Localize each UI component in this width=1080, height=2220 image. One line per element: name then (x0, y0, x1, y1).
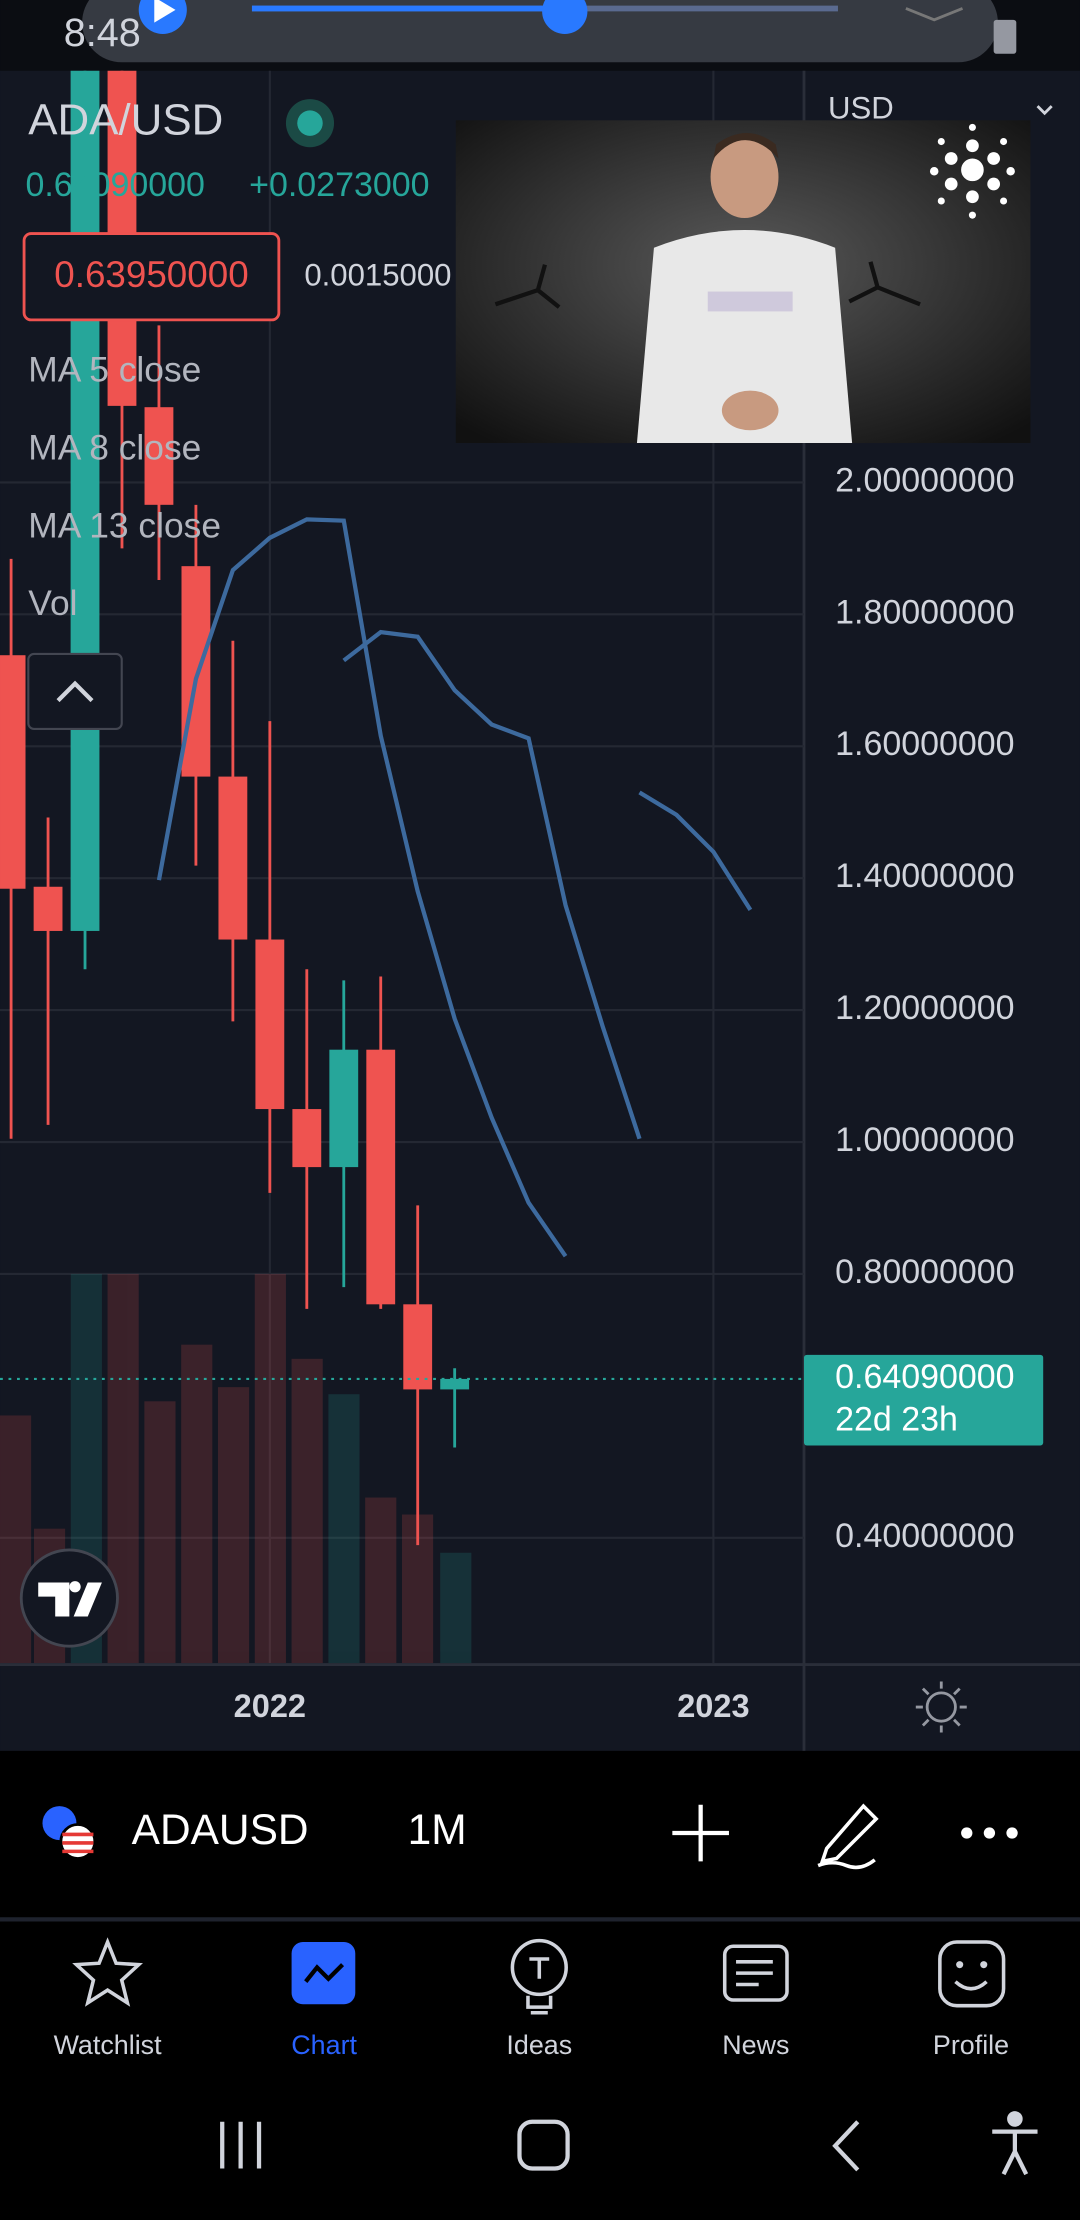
y-tick-label: 1.40000000 (835, 857, 1014, 895)
last-price: 0.64090000 (25, 166, 204, 204)
y-tick-label: 1.00000000 (835, 1121, 1014, 1159)
volume-bar (217, 1387, 250, 1664)
media-collapse (905, 7, 964, 22)
draw-button[interactable] (817, 1803, 879, 1870)
video-person-shirt (636, 230, 853, 444)
nav-icon-ideas[interactable] (510, 1938, 568, 1997)
y-tick-label: 0.40000000 (835, 1517, 1014, 1555)
candle-body (33, 886, 63, 931)
x-tick-label: 2022 (234, 1688, 306, 1724)
candle-body (292, 1109, 322, 1168)
collapse-button[interactable] (27, 652, 123, 731)
candle-body (403, 1304, 433, 1390)
plot (0, 70, 804, 1546)
flag-stripes (62, 1832, 94, 1854)
nav-label-active[interactable]: Chart (291, 2030, 357, 2060)
price-change: +0.0273000 (249, 166, 429, 204)
settings-sun[interactable] (925, 1691, 957, 1723)
logo-dot (69, 1581, 81, 1593)
x-tick-label: 2023 (677, 1688, 749, 1724)
volume-bar (181, 1344, 213, 1664)
moving-average-line (638, 790, 753, 911)
more-button[interactable] (961, 1827, 1018, 1839)
video-cracks (494, 261, 921, 309)
accessibility-button[interactable] (992, 2111, 1038, 2176)
volume-bar (254, 1273, 286, 1664)
axes: 2.00000000 1.80000000 1.60000000 1.40000000… (234, 461, 1044, 1724)
countdown-label: 22d 23h (835, 1400, 958, 1438)
candle-body (440, 1378, 470, 1390)
toolbar (0, 1750, 1080, 1918)
volume-bar (0, 1415, 32, 1664)
indicator-label: MA 5 close (28, 351, 201, 390)
play-icon (154, 0, 176, 23)
candle-body (0, 655, 26, 889)
ideas-bulb (526, 1957, 553, 2015)
sun-rays (915, 1681, 967, 1733)
profile-eyes (956, 1961, 988, 1969)
last-price-label: 0.64090000 (835, 1358, 1014, 1396)
volume-bar (440, 1552, 472, 1664)
chevron-up (56, 680, 94, 703)
spread: 0.0015000 (304, 258, 451, 293)
media-control[interactable] (82, 0, 998, 63)
indicator-label: Vol (28, 584, 77, 623)
last-price-tag (803, 1354, 1044, 1446)
toolbar-symbol[interactable]: ADAUSD (132, 1806, 309, 1853)
volume-bar (144, 1401, 176, 1664)
y-tick-label: 0.80000000 (835, 1253, 1014, 1291)
volume-bar (365, 1497, 397, 1664)
chart-icon-line (304, 1963, 345, 1983)
video-person-head (710, 135, 779, 218)
y-tick-label: 2.00000000 (835, 461, 1014, 499)
nav-icon-news[interactable] (722, 1944, 789, 2002)
profile-smile (954, 1980, 988, 1991)
y-tick-label: 1.80000000 (835, 593, 1014, 631)
volume-bar (291, 1358, 323, 1664)
y-tick-label: 1.20000000 (835, 989, 1014, 1027)
status-dot (297, 110, 323, 136)
moving-average-line (156, 517, 568, 1258)
candle-body (218, 776, 248, 940)
status-time: 8:48 (64, 11, 141, 55)
toolbar-interval[interactable]: 1M (408, 1806, 467, 1853)
candle-body (255, 939, 285, 1110)
currency[interactable]: USD (828, 91, 894, 126)
video-cardano-logo (929, 123, 1015, 219)
candle-body (144, 407, 174, 505)
recent-apps[interactable] (220, 2121, 262, 2169)
candle-body (366, 1049, 396, 1305)
indicator-label: MA 13 close (28, 506, 221, 545)
video-overlay[interactable] (455, 120, 1031, 444)
seek-knob[interactable] (542, 0, 588, 34)
indicator-label: MA 8 close (28, 428, 201, 467)
home-button[interactable] (517, 2119, 570, 2171)
bid-box[interactable] (22, 232, 281, 322)
news-lines (736, 1960, 773, 1987)
add-button[interactable] (672, 1804, 729, 1862)
nav-icon-watchlist[interactable] (72, 1937, 143, 2007)
currency-chevron (1036, 105, 1053, 116)
logo-mark (38, 1582, 102, 1617)
battery-icon (993, 19, 1017, 54)
volume-bar (328, 1394, 360, 1664)
nav-label[interactable]: News (722, 2030, 789, 2060)
nav-icon-profile[interactable] (938, 1940, 1006, 2008)
nav-label[interactable]: Watchlist (54, 2030, 163, 2060)
video-person-hands (721, 390, 779, 431)
video-shirt-logo (707, 291, 793, 312)
nav-label[interactable]: Profile (933, 2030, 1009, 2060)
video-person-hair (713, 133, 779, 159)
back-button[interactable] (832, 2120, 860, 2172)
nav-label[interactable]: Ideas (506, 2030, 572, 2060)
y-tick-label: 1.60000000 (835, 725, 1014, 763)
candle-body (329, 1049, 359, 1168)
moving-average-line (342, 629, 642, 1140)
symbol-title: ADA/USD (28, 96, 223, 145)
candle-body (70, 70, 100, 931)
bid-price: 0.63950000 (54, 254, 248, 295)
